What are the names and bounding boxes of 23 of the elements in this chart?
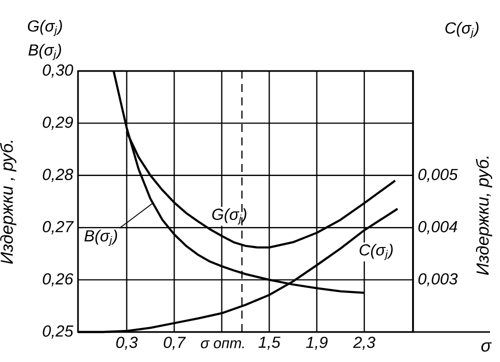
y-tick-label: 0,26: [42, 273, 74, 286]
text: C(σ$_{j}$): [445, 22, 478, 38]
y-tick-label: 0,25: [42, 325, 74, 339]
y2-tick-label: 0,005: [418, 168, 458, 182]
text: G(σ$_{j}$): [28, 20, 62, 36]
x-tick-label: 1,9: [306, 336, 328, 350]
text: B(σ$_{j}$): [28, 44, 62, 60]
y-axis-title: Издержки , руб.: [0, 140, 16, 264]
x-tick-label: 0,7: [164, 336, 186, 350]
x-tick-label: 2,3: [353, 336, 376, 350]
y-tick-label: 0,30: [42, 64, 74, 78]
x-tick-label: 1,5: [258, 336, 280, 350]
y2-tick-label: 0,004: [418, 221, 458, 234]
x-tick-label: 0,3: [116, 336, 138, 350]
y2-tick-label: 0,003: [418, 273, 458, 286]
x-axis-title: σ: [481, 342, 492, 352]
ref-line-label: σ опт.: [200, 340, 244, 348]
series-label: C(σ$_{j}$): [360, 244, 393, 260]
y-tick-label: 0,27: [42, 220, 74, 234]
text: B(σ$_{j}$): [84, 230, 118, 246]
y2-axis-title: Издержки, руб.: [476, 156, 492, 275]
y-tick-label: 0,28: [42, 168, 74, 182]
y-tick-label: 0,29: [42, 116, 73, 130]
